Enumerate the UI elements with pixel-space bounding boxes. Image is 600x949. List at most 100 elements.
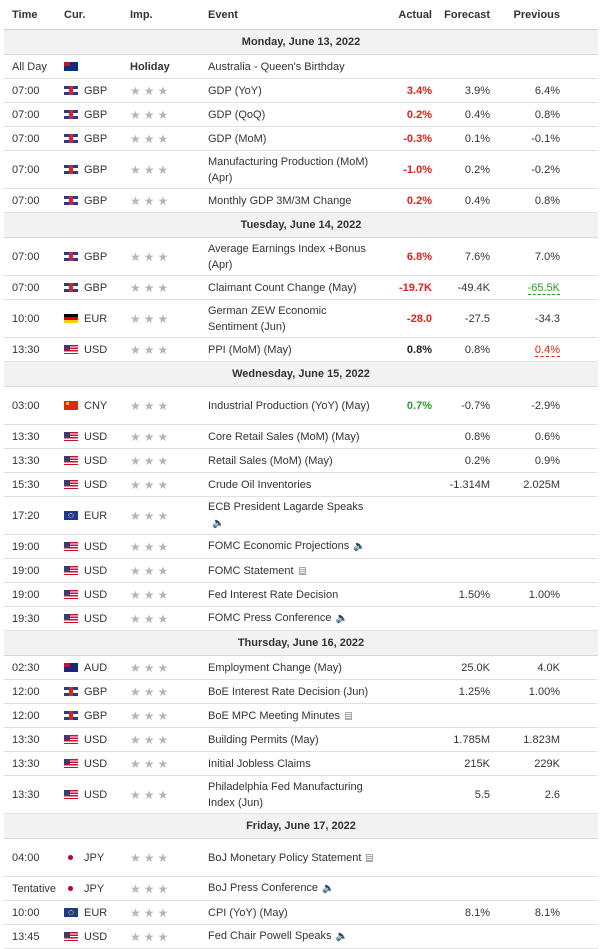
- table-row[interactable]: 19:00 USD ★★★ Fed Interest Rate Decision 1.5…: [4, 583, 598, 607]
- event-name[interactable]: GDP (QoQ): [202, 107, 377, 123]
- table-row[interactable]: 07:00 GBP ★★★ GDP (YoY) 3.4% 3.9% 6.4%: [4, 79, 598, 103]
- table-row[interactable]: 19:00 USD ★★★ FOMC Statement: [4, 559, 598, 583]
- event-link[interactable]: BoE Interest Rate Decision (Jun): [208, 685, 369, 698]
- event-link[interactable]: GDP (QoQ): [208, 108, 266, 121]
- header-forecast[interactable]: Forecast: [444, 8, 490, 21]
- event-link[interactable]: PPI (MoM) (May): [208, 343, 292, 356]
- event-name[interactable]: CPI (YoY) (May): [202, 905, 377, 921]
- table-row[interactable]: 12:00 GBP ★★★ BoE MPC Meeting Minutes: [4, 704, 598, 728]
- au-flag-icon: [64, 62, 78, 71]
- event-name[interactable]: BoE Interest Rate Decision (Jun): [202, 684, 377, 700]
- event-name[interactable]: Philadelphia Fed Manufacturing Index (Ju…: [202, 779, 377, 811]
- table-row[interactable]: Tentative JPY ★★★ BoJ Press Conference 🔈: [4, 877, 598, 901]
- event-link[interactable]: Initial Jobless Claims: [208, 757, 311, 770]
- event-link[interactable]: German ZEW Economic Sentiment (Jun): [208, 304, 327, 333]
- forecast-value: 1.25%: [458, 685, 490, 698]
- event-link[interactable]: Philadelphia Fed Manufacturing Index (Ju…: [208, 780, 363, 809]
- event-link[interactable]: Fed Chair Powell Speaks: [208, 930, 332, 942]
- table-row[interactable]: 12:00 GBP ★★★ BoE Interest Rate Decision (J…: [4, 680, 598, 704]
- event-name[interactable]: Claimant Count Change (May): [202, 280, 377, 296]
- event-name[interactable]: BoE MPC Meeting Minutes: [202, 708, 377, 724]
- event-link[interactable]: Retail Sales (MoM) (May): [208, 454, 333, 467]
- event-name[interactable]: Fed Interest Rate Decision: [202, 587, 377, 603]
- header-actual[interactable]: Actual: [398, 8, 432, 21]
- header-currency[interactable]: Cur.: [64, 8, 86, 21]
- event-name[interactable]: FOMC Press Conference 🔈: [202, 610, 377, 627]
- event-name[interactable]: Monthly GDP 3M/3M Change: [202, 193, 377, 209]
- event-name[interactable]: GDP (YoY): [202, 83, 377, 99]
- table-row[interactable]: 17:20 EUR ★★★ ECB President Lagarde Speaks 🔈: [4, 497, 598, 535]
- event-name[interactable]: Core Retail Sales (MoM) (May): [202, 429, 377, 445]
- table-row[interactable]: 13:30 USD ★★★ Building Permits (May) 1.785M 1…: [4, 728, 598, 752]
- event-link[interactable]: Average Earnings Index +Bonus (Apr): [208, 242, 366, 271]
- event-name[interactable]: Manufacturing Production (MoM) (Apr): [202, 154, 377, 186]
- table-row[interactable]: 13:30 USD ★★★ Initial Jobless Claims 215K 229…: [4, 752, 598, 776]
- table-row[interactable]: All Day Holiday Australia - Queen's Birthd…: [4, 55, 598, 79]
- header-event[interactable]: Event: [208, 8, 238, 21]
- table-row[interactable]: 13:30 USD ★★★ PPI (MoM) (May) 0.8% 0.8% 0.4%: [4, 338, 598, 362]
- event-link[interactable]: Employment Change (May): [208, 661, 342, 674]
- event-name[interactable]: Australia - Queen's Birthday: [202, 59, 377, 75]
- table-row[interactable]: 04:00 JPY ★★★ BoJ Monetary Policy Statement: [4, 839, 598, 877]
- event-link[interactable]: CPI (YoY) (May): [208, 906, 288, 919]
- header-previous[interactable]: Previous: [513, 8, 560, 21]
- importance-stars-icon: ★★★: [130, 477, 172, 492]
- table-row[interactable]: 07:00 GBP ★★★ Monthly GDP 3M/3M Change 0.2% 0…: [4, 189, 598, 213]
- table-row[interactable]: 15:30 USD ★★★ Crude Oil Inventories -1.314M 2…: [4, 473, 598, 497]
- event-name[interactable]: GDP (MoM): [202, 131, 377, 147]
- table-row[interactable]: 13:30 USD ★★★ Philadelphia Fed Manufacturin…: [4, 776, 598, 814]
- event-link[interactable]: ECB President Lagarde Speaks: [208, 501, 364, 513]
- event-link[interactable]: Manufacturing Production (MoM) (Apr): [208, 155, 369, 184]
- table-row[interactable]: 10:00 EUR ★★★ CPI (YoY) (May) 8.1% 8.1%: [4, 901, 598, 925]
- event-link[interactable]: Core Retail Sales (MoM) (May): [208, 430, 360, 443]
- previous-text: 6.4%: [534, 84, 560, 97]
- table-row[interactable]: 07:00 GBP ★★★ Manufacturing Production (MoM…: [4, 151, 598, 189]
- event-name[interactable]: ECB President Lagarde Speaks 🔈: [202, 499, 377, 532]
- event-name[interactable]: Crude Oil Inventories: [202, 477, 377, 493]
- previous-text[interactable]: 0.4%: [534, 343, 560, 357]
- table-row[interactable]: 13:45 USD ★★★ Fed Chair Powell Speaks 🔈: [4, 925, 598, 949]
- event-name[interactable]: BoJ Press Conference 🔈: [202, 880, 377, 897]
- table-row[interactable]: 19:30 USD ★★★ FOMC Press Conference 🔈: [4, 607, 598, 631]
- event-name[interactable]: BoJ Monetary Policy Statement: [202, 850, 377, 866]
- event-name[interactable]: Initial Jobless Claims: [202, 756, 377, 772]
- event-name[interactable]: PPI (MoM) (May): [202, 342, 377, 358]
- table-row[interactable]: 07:00 GBP ★★★ GDP (MoM) -0.3% 0.1% -0.1%: [4, 127, 598, 151]
- event-link[interactable]: Australia - Queen's Birthday: [208, 60, 345, 73]
- event-name[interactable]: FOMC Economic Projections 🔈: [202, 538, 377, 555]
- event-link[interactable]: FOMC Economic Projections: [208, 540, 350, 552]
- event-link[interactable]: BoJ Monetary Policy Statement: [208, 851, 362, 864]
- previous-text[interactable]: -65.5K: [527, 281, 560, 295]
- table-row[interactable]: 13:30 USD ★★★ Retail Sales (MoM) (May) 0.2% 0…: [4, 449, 598, 473]
- event-link[interactable]: Claimant Count Change (May): [208, 281, 357, 294]
- table-row[interactable]: 03:00 CNY ★★★ Industrial Production (YoY) (…: [4, 387, 598, 425]
- event-link[interactable]: Monthly GDP 3M/3M Change: [208, 194, 352, 207]
- table-row[interactable]: 02:30 AUD ★★★ Employment Change (May) 25.0K 4…: [4, 656, 598, 680]
- event-name[interactable]: Retail Sales (MoM) (May): [202, 453, 377, 469]
- header-time[interactable]: Time: [12, 8, 38, 21]
- event-name[interactable]: Fed Chair Powell Speaks 🔈: [202, 928, 377, 945]
- event-link[interactable]: Building Permits (May): [208, 733, 319, 746]
- event-link[interactable]: Crude Oil Inventories: [208, 478, 312, 491]
- table-row[interactable]: 13:30 USD ★★★ Core Retail Sales (MoM) (May)…: [4, 425, 598, 449]
- event-link[interactable]: BoJ Press Conference: [208, 882, 319, 894]
- table-row[interactable]: 07:00 GBP ★★★ Claimant Count Change (May) -1…: [4, 276, 598, 300]
- event-name[interactable]: Industrial Production (YoY) (May): [202, 398, 377, 414]
- event-link[interactable]: BoE MPC Meeting Minutes: [208, 709, 341, 722]
- table-row[interactable]: 07:00 GBP ★★★ Average Earnings Index +Bonus…: [4, 238, 598, 276]
- event-link[interactable]: GDP (YoY): [208, 84, 262, 97]
- table-row[interactable]: 10:00 EUR ★★★ German ZEW Economic Sentiment…: [4, 300, 598, 338]
- table-row[interactable]: 19:00 USD ★★★ FOMC Economic Projections 🔈: [4, 535, 598, 559]
- event-name[interactable]: Building Permits (May): [202, 732, 377, 748]
- event-name[interactable]: FOMC Statement: [202, 563, 377, 579]
- event-link[interactable]: FOMC Press Conference: [208, 612, 332, 624]
- event-name[interactable]: Average Earnings Index +Bonus (Apr): [202, 241, 377, 273]
- event-name[interactable]: German ZEW Economic Sentiment (Jun): [202, 303, 377, 335]
- event-name[interactable]: Employment Change (May): [202, 660, 377, 676]
- event-link[interactable]: Industrial Production (YoY) (May): [208, 399, 370, 412]
- event-link[interactable]: FOMC Statement: [208, 564, 294, 577]
- event-link[interactable]: GDP (MoM): [208, 132, 267, 145]
- header-importance[interactable]: Imp.: [130, 8, 153, 21]
- event-link[interactable]: Fed Interest Rate Decision: [208, 588, 339, 601]
- table-row[interactable]: 07:00 GBP ★★★ GDP (QoQ) 0.2% 0.4% 0.8%: [4, 103, 598, 127]
